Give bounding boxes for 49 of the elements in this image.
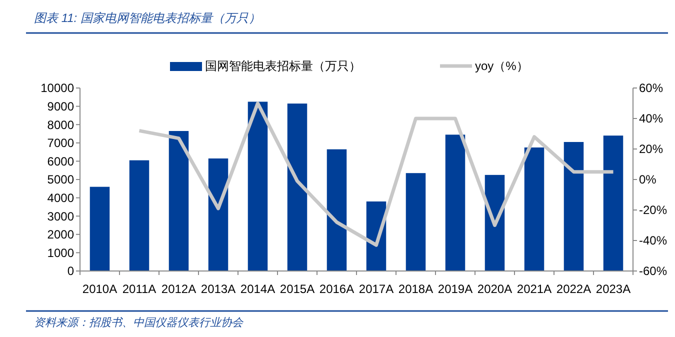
y-tick-label: 7000	[47, 136, 74, 150]
y2-tick-label: 20%	[639, 142, 664, 156]
bar	[524, 147, 544, 271]
bar	[248, 102, 268, 271]
y2-tick-label: -20%	[639, 203, 668, 218]
bar	[603, 136, 624, 271]
x-tick-label: 2015A	[280, 282, 315, 296]
bar	[326, 149, 347, 271]
x-tick-label: 2018A	[398, 282, 434, 296]
y-tick-label: 9000	[47, 100, 74, 114]
y-tick-label: 2000	[47, 228, 74, 242]
bar	[564, 142, 584, 271]
x-tick-label: 2014A	[240, 282, 276, 296]
x-tick-label: 2020A	[477, 282, 512, 296]
bar	[287, 104, 308, 271]
bar	[445, 134, 466, 271]
legend-label: yoy（%）	[475, 59, 528, 74]
x-tick-label: 2023A	[596, 282, 631, 296]
x-tick-label: 2022A	[556, 282, 592, 296]
y-tick-label: 8000	[47, 118, 74, 132]
y-tick-label: 5000	[47, 172, 74, 187]
legend-label: 国网智能电表招标量（万只）	[205, 59, 361, 74]
y2-tick-label: 60%	[639, 81, 664, 96]
y-tick-label: 10000	[40, 81, 74, 96]
y-tick-label: 1000	[47, 246, 74, 260]
x-tick-label: 2011A	[122, 282, 156, 296]
y2-tick-label: -40%	[639, 234, 668, 248]
y-tick-label: 4000	[47, 191, 74, 205]
y-tick-label: 6000	[47, 154, 74, 168]
bar	[406, 173, 426, 271]
x-tick-label: 2012A	[161, 282, 196, 296]
y-tick-label: 3000	[47, 209, 74, 224]
line-series	[138, 102, 615, 247]
x-tick-label: 2019A	[438, 282, 473, 296]
bar	[208, 158, 228, 271]
chart-title: 图表 11: 国家电网智能电表招标量（万只）	[34, 11, 260, 25]
y-tick-label: 0	[67, 264, 74, 278]
x-tick-label: 2017A	[358, 282, 394, 296]
y2-tick-label: -60%	[639, 264, 668, 278]
x-tick-label: 2021A	[516, 282, 552, 296]
y2-tick-label: 40%	[639, 112, 664, 126]
x-tick-label: 2010A	[82, 282, 118, 296]
y2-tick-label: 0%	[639, 172, 657, 187]
bar	[168, 131, 189, 271]
text: 资料来源：招股书、中国仪器仪表行业协会	[34, 316, 244, 329]
bar	[90, 186, 110, 271]
x-tick-label: 2016A	[319, 282, 354, 296]
x-tick-label: 2013A	[200, 282, 236, 296]
bar	[129, 160, 150, 271]
